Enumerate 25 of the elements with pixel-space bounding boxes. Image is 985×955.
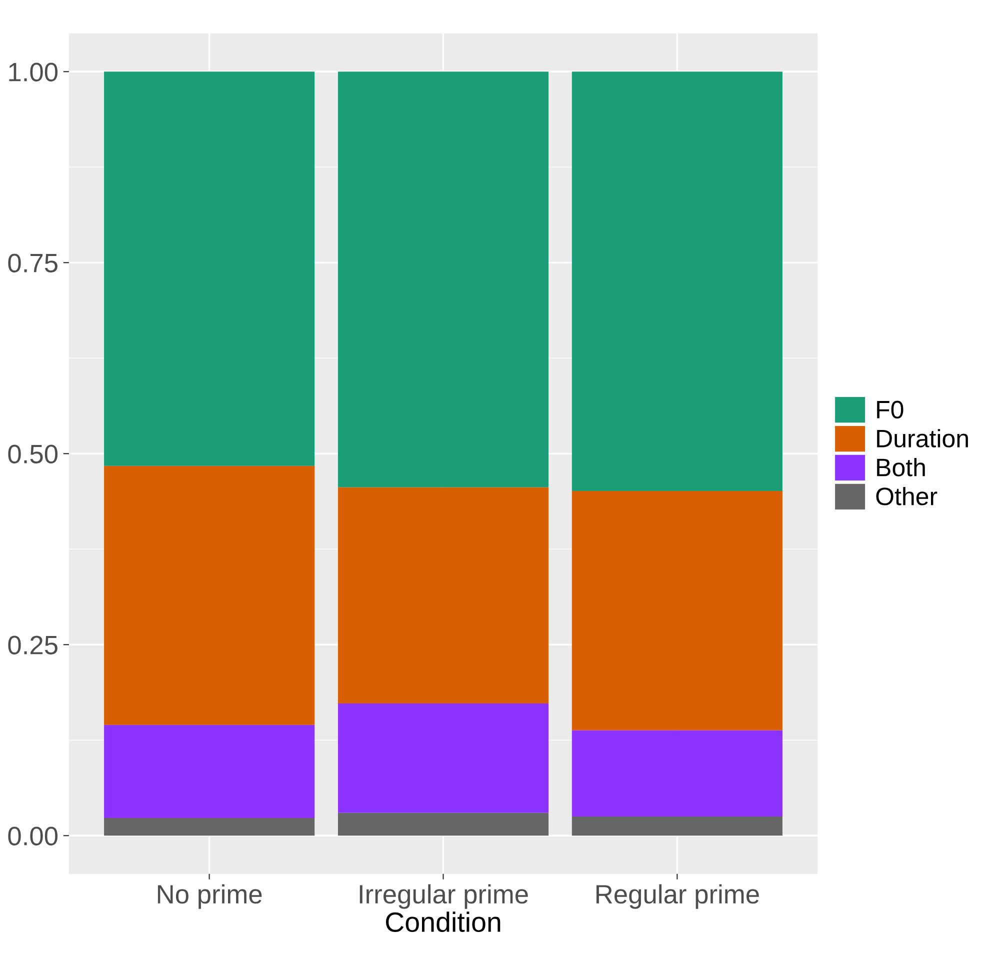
bar bbox=[572, 491, 782, 730]
y-tick-label: 0.25 bbox=[8, 636, 58, 654]
legend-label: Duration bbox=[877, 429, 968, 448]
legend-label: F0 bbox=[877, 400, 904, 418]
legend-label: Other bbox=[876, 486, 938, 506]
x-tick-label: No prime bbox=[158, 884, 262, 909]
y-tick-label: 0.50 bbox=[8, 444, 58, 464]
y-tick-label: 1.00 bbox=[9, 62, 58, 82]
y-tick-label: 0.75 bbox=[8, 254, 58, 272]
legend-label: Both bbox=[877, 458, 925, 476]
x-tick-label: Irregular prime bbox=[360, 884, 528, 909]
y-tick-label: 0.00 bbox=[8, 826, 58, 846]
bar bbox=[338, 812, 549, 836]
bar bbox=[104, 72, 315, 466]
bar bbox=[338, 487, 549, 704]
bar bbox=[338, 703, 549, 813]
bar bbox=[572, 730, 782, 817]
bar bbox=[104, 818, 315, 836]
bar bbox=[338, 72, 549, 488]
bar bbox=[104, 724, 315, 818]
x-axis-title: Condition bbox=[386, 912, 500, 932]
bar bbox=[572, 72, 782, 492]
bar bbox=[572, 816, 782, 836]
x-tick-label: Regular prime bbox=[596, 884, 759, 909]
bar bbox=[104, 466, 315, 725]
